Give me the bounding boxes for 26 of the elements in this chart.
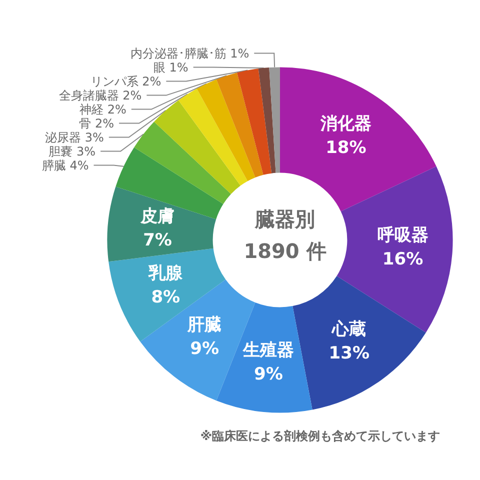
slice-label: 骨 2% <box>79 116 114 130</box>
slice-label: 膵臓 4% <box>42 158 89 172</box>
slice-label: 内分泌器･膵臓･筋 1% <box>130 46 250 60</box>
data-label: 18% <box>326 138 366 158</box>
data-label: 7% <box>143 230 172 250</box>
slice-label: 心蔵 <box>331 320 366 340</box>
data-label: 16% <box>382 250 424 270</box>
slice-label: 全身諸臓器 2% <box>58 88 142 102</box>
slice-label: 乳腺 <box>148 263 184 284</box>
text: 1890 件 <box>244 239 326 263</box>
slice-label: 泌尿器 3% <box>45 130 104 144</box>
slice-label: 肝臓 <box>186 315 222 336</box>
slice-label: 皮膚 <box>140 206 175 226</box>
slice-label: 生殖器 <box>242 340 294 360</box>
slice-label: 神経 2% <box>80 102 126 116</box>
slice-label: 胆嚢 3% <box>48 144 96 158</box>
text: 臓器別 <box>254 207 315 231</box>
data-label: 9% <box>254 364 283 384</box>
text: ※臨床医による剖検例も含めて示しています <box>200 429 440 443</box>
data-label: 9% <box>190 339 220 360</box>
slice-label: 消化器 <box>319 114 372 134</box>
slice-label: 眼 1% <box>153 60 188 74</box>
data-label: 8% <box>151 287 180 308</box>
slice-label: 呼吸器 <box>377 226 428 246</box>
data-label: 13% <box>328 344 370 364</box>
slice-label: リンパ系 2% <box>90 74 162 88</box>
